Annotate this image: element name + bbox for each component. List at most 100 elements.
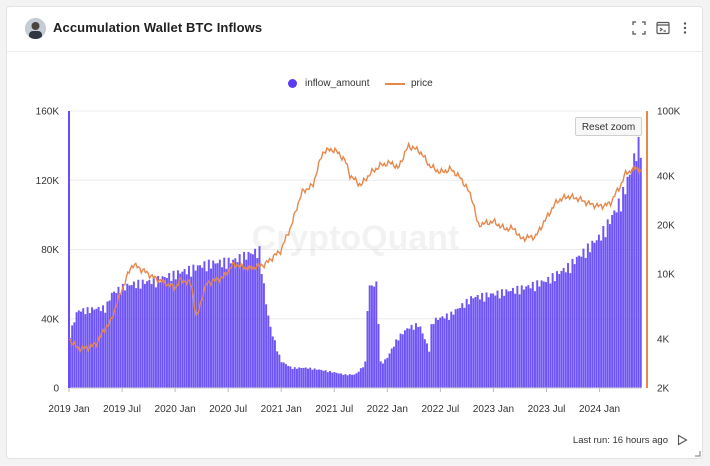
inflow-bar: [503, 295, 506, 388]
inflow-bar: [221, 267, 224, 388]
inflow-bar: [573, 264, 576, 388]
avatar: [25, 18, 46, 39]
inflow-bar: [412, 329, 415, 388]
inflow-bar: [188, 265, 190, 388]
inflow-bar: [624, 194, 627, 388]
inflow-bar: [273, 340, 276, 388]
inflow-bar: [421, 333, 424, 388]
reset-zoom-button[interactable]: Reset zoom: [575, 117, 642, 136]
inflow-bar: [597, 234, 600, 388]
inflow-bar: [600, 240, 603, 388]
inflow-bar: [417, 327, 420, 388]
inflow-bar: [443, 318, 446, 388]
inflow-bar: [478, 299, 481, 388]
fullscreen-icon[interactable]: [631, 20, 647, 36]
inflow-bar: [567, 263, 570, 388]
legend-swatch: [288, 79, 297, 88]
inflow-bar: [269, 326, 272, 388]
inflow-bar: [309, 367, 312, 388]
inflow-bar: [88, 313, 91, 388]
inflow-bar: [472, 298, 475, 388]
legend-label: inflow_amount: [305, 78, 370, 89]
inflow-bar: [289, 366, 292, 388]
inflow-bar: [362, 367, 365, 388]
inflow-bar: [163, 277, 166, 388]
watermark-text: CryptoQuant: [252, 219, 460, 257]
inflow-bar: [337, 373, 340, 388]
page-title: Accumulation Wallet BTC Inflows: [53, 20, 263, 35]
inflow-bar: [227, 257, 230, 388]
resize-handle-icon[interactable]: [695, 451, 701, 457]
y-left-tick-label: 80K: [41, 245, 59, 256]
inflow-bar: [344, 374, 347, 388]
inflow-bar: [390, 348, 393, 388]
inflow-bar: [591, 240, 594, 388]
inflow-bar: [73, 322, 76, 388]
inflow-bar: [124, 290, 127, 388]
inflow-bar: [190, 276, 193, 388]
legend-item-inflow[interactable]: inflow_amount: [288, 78, 369, 89]
inflow-bar: [536, 280, 539, 388]
inflow-bar: [527, 285, 530, 388]
inflow-bar: [551, 273, 554, 388]
inflow-bar: [329, 370, 332, 388]
inflow-bar: [194, 270, 197, 388]
inflow-bar: [152, 277, 155, 388]
inflow-bar: [522, 289, 525, 388]
inflow-bar: [595, 240, 598, 388]
inflow-bar: [318, 369, 320, 388]
x-tick-label: 2019 Jul: [103, 404, 141, 415]
inflow-bar: [492, 293, 495, 388]
inflow-bar: [584, 257, 587, 388]
inflow-bar: [586, 243, 589, 388]
inflow-bar: [392, 346, 395, 388]
inflow-bar: [450, 311, 453, 388]
inflow-bar: [284, 364, 287, 388]
more-vertical-icon[interactable]: [677, 20, 693, 36]
inflow-bar: [326, 372, 329, 388]
inflow-bar: [278, 354, 281, 388]
inflow-bar: [102, 305, 105, 388]
inflow-bar: [556, 271, 559, 388]
inflow-bar: [529, 288, 532, 388]
y-right-tick-label: 2K: [657, 384, 670, 395]
legend-label: price: [411, 78, 433, 89]
inflow-bar: [489, 293, 492, 388]
inflow-bar: [335, 372, 338, 388]
inflow-bar: [419, 326, 422, 388]
inflow-bar: [254, 248, 257, 388]
inflow-bar: [571, 258, 574, 388]
inflow-bar: [216, 263, 219, 388]
inflow-bar: [203, 261, 206, 388]
inflow-bar: [366, 311, 369, 388]
inflow-bar: [225, 268, 228, 388]
inflow-bar: [170, 280, 173, 388]
inflow-bar: [381, 363, 384, 388]
inflow-bar: [619, 211, 622, 388]
inflow-bar: [408, 328, 411, 388]
inflow-bar: [399, 333, 402, 388]
inflow-bar: [602, 225, 605, 388]
terminal-icon[interactable]: [655, 20, 671, 36]
chart-plot[interactable]: 0 40K 80K 120K 160K 2K 4K 10K 20K 40K 100K 2019 Jan…: [7, 7, 704, 460]
inflow-bar: [578, 255, 581, 388]
play-icon[interactable]: [676, 433, 688, 451]
inflow-bar: [593, 242, 596, 388]
inflow-bar: [71, 325, 74, 388]
inflow-bar: [229, 263, 232, 388]
inflow-bar: [223, 257, 226, 388]
legend-item-price[interactable]: price: [385, 78, 433, 89]
inflow-bar: [520, 285, 523, 388]
inflow-bar: [91, 307, 93, 388]
inflow-bar: [562, 267, 565, 388]
legend-swatch: [385, 82, 405, 85]
inflow-bar: [183, 268, 186, 388]
inflow-bar: [470, 296, 473, 388]
inflow-bar: [509, 290, 512, 388]
x-tick-label: 2020 Jul: [209, 404, 247, 415]
inflow-bar: [505, 289, 508, 388]
inflow-bar: [280, 362, 283, 388]
inflow-bar: [549, 283, 552, 388]
inflow-bar: [606, 219, 609, 388]
inflow-bar: [148, 280, 151, 388]
